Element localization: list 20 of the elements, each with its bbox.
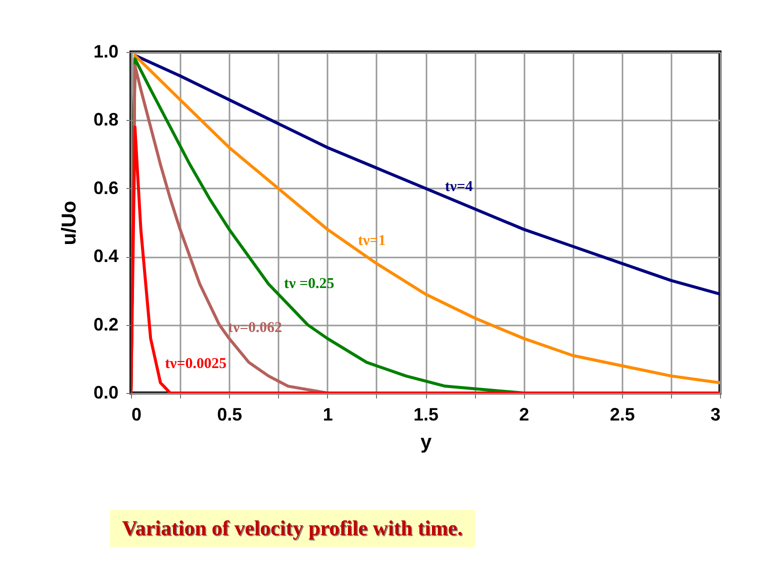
y-tick-label: 0.4: [93, 246, 118, 266]
x-tick-label: 0.5: [217, 404, 242, 424]
series-label: tν=1: [358, 233, 386, 249]
y-tick-label: 0.8: [93, 110, 118, 130]
y-tick-label: 1.0: [93, 42, 118, 62]
x-tick-label: 2: [519, 404, 530, 424]
x-tick-label: 1: [322, 404, 333, 424]
y-tick-label: 0.6: [93, 178, 118, 198]
series-label: tν=4: [445, 179, 474, 195]
x-tick-label: 0: [132, 404, 142, 424]
text: Variation of velocity profile with time.: [110, 510, 475, 547]
x-tick-label: 2.5: [610, 404, 635, 424]
y-tick-label: 0.2: [93, 314, 118, 334]
series-label: tν=0.0025: [165, 356, 226, 372]
x-axis-title: y: [420, 432, 432, 454]
x-tick-label: 1.5: [413, 404, 439, 424]
x-tick-label: 3: [710, 404, 720, 424]
y-tick-label: 0.0: [93, 382, 118, 402]
series-label: tν =0.25: [284, 276, 334, 292]
y-axis-title: u/Uo: [58, 200, 80, 246]
